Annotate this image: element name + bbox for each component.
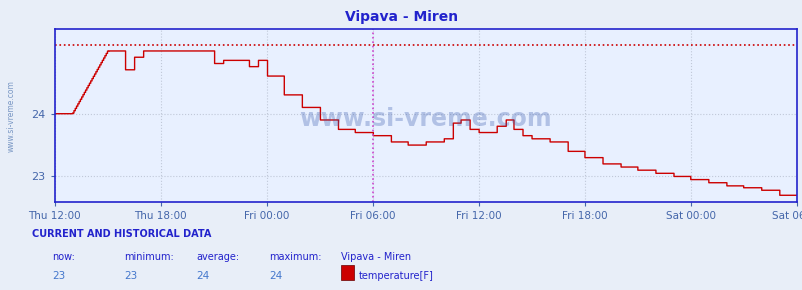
Text: 23: 23 [52,271,66,281]
Text: now:: now: [52,253,75,262]
Text: 23: 23 [124,271,138,281]
Text: www.si-vreme.com: www.si-vreme.com [299,107,551,131]
Text: CURRENT AND HISTORICAL DATA: CURRENT AND HISTORICAL DATA [32,229,211,239]
Text: average:: average: [196,253,240,262]
Text: minimum:: minimum: [124,253,174,262]
Text: temperature[F]: temperature[F] [358,271,433,281]
Text: Vipava - Miren: Vipava - Miren [345,10,457,24]
Text: Vipava - Miren: Vipava - Miren [341,253,411,262]
Text: www.si-vreme.com: www.si-vreme.com [6,80,15,152]
Text: maximum:: maximum: [269,253,321,262]
Text: 24: 24 [269,271,282,281]
Text: 24: 24 [196,271,210,281]
